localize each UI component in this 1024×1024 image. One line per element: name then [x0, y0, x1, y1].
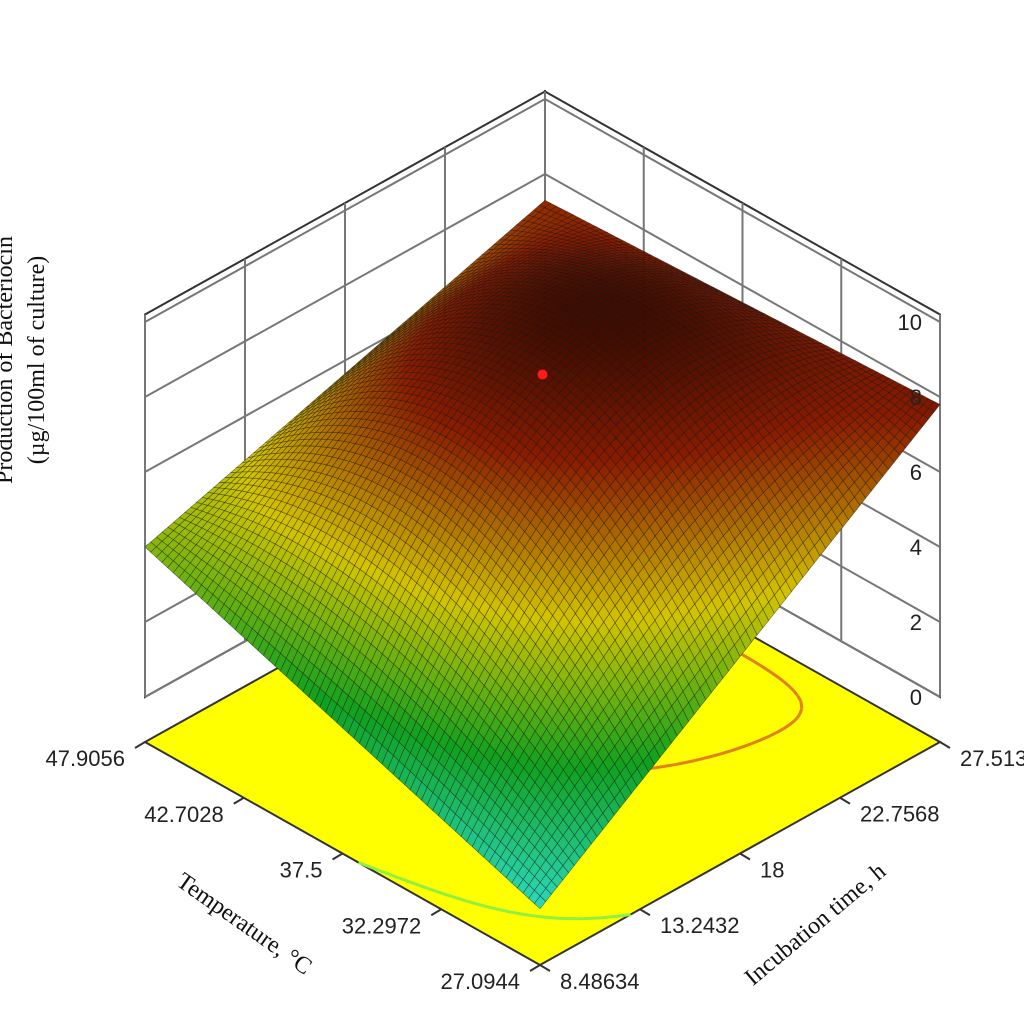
- contour-high: [794, 717, 798, 722]
- contour-high: [796, 694, 802, 702]
- contour-high: [746, 656, 755, 663]
- contour-low: [442, 892, 452, 898]
- contour-high: [655, 764, 666, 770]
- contour-high: [754, 737, 764, 744]
- contour-low: [378, 868, 388, 875]
- contour-high: [799, 701, 804, 709]
- contour-high: [684, 759, 695, 765]
- contour-high: [762, 734, 771, 741]
- contour-high: [752, 659, 761, 667]
- contour-high: [746, 742, 753, 747]
- contour-low: [401, 877, 411, 884]
- contour-low: [601, 915, 614, 920]
- contour-high: [789, 686, 795, 692]
- contour-high: [703, 754, 714, 760]
- contour-high: [751, 740, 756, 745]
- contour-high: [788, 718, 797, 726]
- contour-low: [425, 886, 436, 893]
- contour-high: [694, 756, 705, 763]
- contour-low: [417, 883, 427, 890]
- contour-low: [467, 900, 478, 906]
- contour-high: [718, 752, 723, 756]
- contour-high: [777, 676, 785, 683]
- contour-high: [797, 708, 804, 716]
- contour-low: [514, 911, 525, 917]
- contour-low: [613, 913, 625, 919]
- contour-high: [674, 761, 686, 767]
- contour-high: [792, 689, 799, 697]
- contour-high: [782, 680, 790, 688]
- contour-low: [465, 899, 469, 903]
- contour-high: [782, 723, 791, 730]
- contour-high: [712, 752, 720, 758]
- contour-low: [548, 916, 558, 920]
- contour-high: [771, 671, 779, 679]
- contour-low: [534, 914, 547, 919]
- contour-low: [491, 906, 496, 911]
- contour-low: [393, 874, 400, 880]
- contour-low: [409, 880, 419, 887]
- contour-low: [398, 876, 403, 881]
- contour-high: [721, 749, 731, 755]
- contour-high: [765, 667, 773, 675]
- contour-low: [494, 907, 506, 913]
- contour-high: [759, 663, 767, 671]
- contour-low: [485, 904, 493, 910]
- contour-low: [624, 912, 631, 917]
- contour-low: [476, 902, 487, 908]
- contour-low: [459, 897, 467, 903]
- contour-high: [769, 730, 778, 738]
- contour-high: [730, 746, 740, 753]
- contour-low: [524, 913, 533, 918]
- contour-high: [776, 727, 785, 734]
- contour-low: [435, 889, 444, 895]
- contour-high: [787, 684, 792, 689]
- contour-high: [738, 743, 748, 750]
- contour-low: [385, 871, 395, 878]
- contour-low: [370, 865, 380, 872]
- contour-low: [362, 862, 372, 869]
- response-surface: [144, 199, 941, 910]
- contour-low: [504, 909, 514, 915]
- contour-high: [664, 763, 675, 768]
- contour-high: [795, 714, 801, 720]
- contour-low: [357, 861, 364, 866]
- contour-low: [450, 894, 461, 901]
